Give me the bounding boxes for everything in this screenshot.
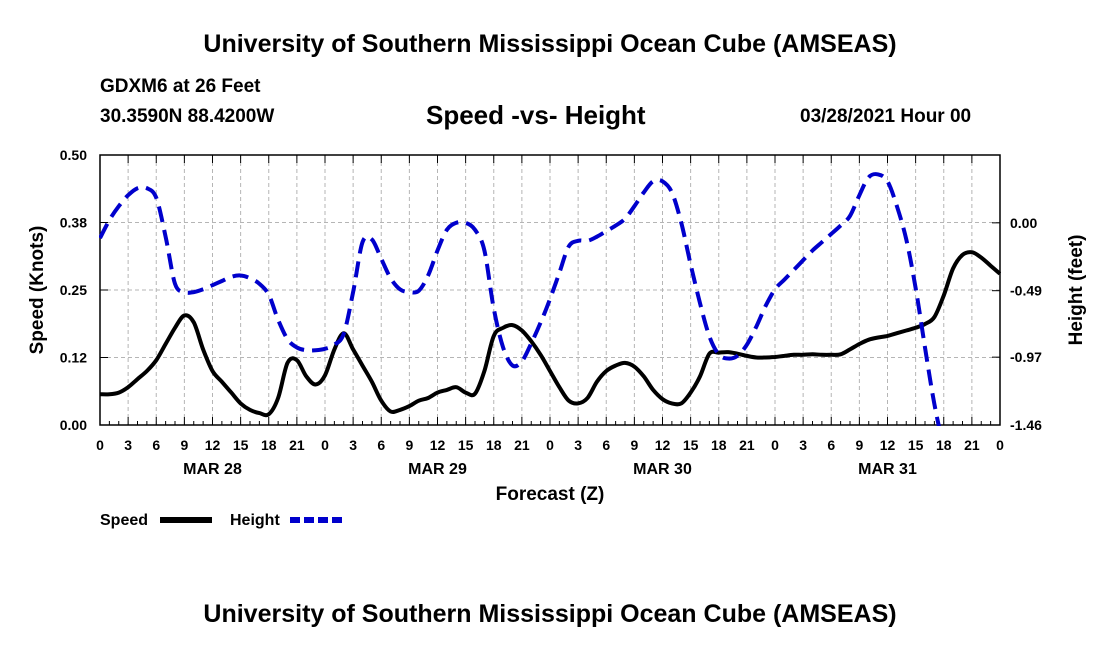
y2-tick-label: -0.49: [1010, 283, 1042, 299]
height-series-line: [99, 172, 941, 426]
footer-title: University of Southern Mississippi Ocean…: [203, 600, 897, 628]
x-tick-label: 15: [683, 437, 699, 453]
x-tick-label: 3: [124, 437, 132, 453]
y-tick-label: 0.38: [60, 215, 87, 231]
x-tick-label: 9: [405, 437, 413, 453]
y-tick-label: 0.12: [60, 350, 87, 366]
day-label: MAR 29: [408, 461, 467, 478]
x-tick-label: 18: [711, 437, 727, 453]
x-tick-label: 21: [289, 437, 305, 453]
x-tick-label: 6: [602, 437, 610, 453]
x-tick-label: 21: [739, 437, 755, 453]
y-tick-label: 0.25: [60, 282, 87, 298]
y-axis-title: Speed (Knots): [27, 226, 48, 355]
x-tick-label: 15: [233, 437, 249, 453]
y2-tick-label: 0.00: [1010, 215, 1037, 231]
x-tick-label: 9: [630, 437, 638, 453]
x-tick-label: 0: [321, 437, 329, 453]
x-tick-label: 18: [261, 437, 277, 453]
x-tick-label: 9: [855, 437, 863, 453]
y-tick-label: 0.50: [60, 147, 87, 163]
x-tick-label: 3: [574, 437, 582, 453]
label-layer: 0 3 6 9 12 15 18 21 0 3 6 9 12 15 18 21 0 3 6 9 12 15 18 21 0 3 6 9…: [27, 147, 1087, 505]
x-tick-label: 6: [152, 437, 160, 453]
legend-label-height: Height: [230, 512, 280, 529]
speed-series-line: [99, 250, 1001, 418]
x-tick-label: 0: [96, 437, 104, 453]
page-title: University of Southern Mississippi Ocean…: [203, 30, 897, 58]
y2-tick-label: -0.97: [1010, 349, 1042, 365]
x-tick-label: 21: [514, 437, 530, 453]
day-label: MAR 28: [183, 461, 242, 478]
x-tick-label: 21: [964, 437, 980, 453]
x-tick-label: 0: [771, 437, 779, 453]
x-tick-label: 12: [205, 437, 221, 453]
station-coordinates: 30.3590N 88.4200W: [100, 106, 275, 127]
x-tick-label: 12: [880, 437, 896, 453]
legend-label-speed: Speed: [100, 512, 148, 529]
grid-layer: [100, 155, 1000, 425]
y2-axis-title: Height (feet): [1066, 235, 1087, 346]
y-tick-label: 0.00: [60, 417, 87, 433]
chart-title: Speed -vs- Height: [426, 100, 646, 130]
day-label: MAR 30: [633, 461, 692, 478]
x-tick-label: 6: [377, 437, 385, 453]
x-tick-label: 12: [655, 437, 671, 453]
x-tick-label: 3: [349, 437, 357, 453]
x-tick-label: 18: [936, 437, 952, 453]
x-tick-label: 6: [827, 437, 835, 453]
x-tick-label: 12: [430, 437, 446, 453]
tick-layer: [99, 154, 1001, 426]
legend: Speed Height: [100, 512, 342, 529]
forecast-datetime: 03/28/2021 Hour 00: [800, 106, 972, 127]
station-label: GDXM6 at 26 Feet: [100, 76, 261, 97]
x-tick-label: 9: [180, 437, 188, 453]
x-tick-label: 3: [799, 437, 807, 453]
day-label: MAR 31: [858, 461, 917, 478]
x-tick-label: 18: [486, 437, 502, 453]
series-layer: [99, 172, 1001, 426]
x-tick-label: 15: [458, 437, 474, 453]
x-tick-label: 0: [546, 437, 554, 453]
x-axis-title: Forecast (Z): [496, 484, 605, 505]
x-tick-label: 0: [996, 437, 1004, 453]
y2-tick-label: -1.46: [1010, 417, 1042, 433]
x-tick-label: 15: [908, 437, 924, 453]
